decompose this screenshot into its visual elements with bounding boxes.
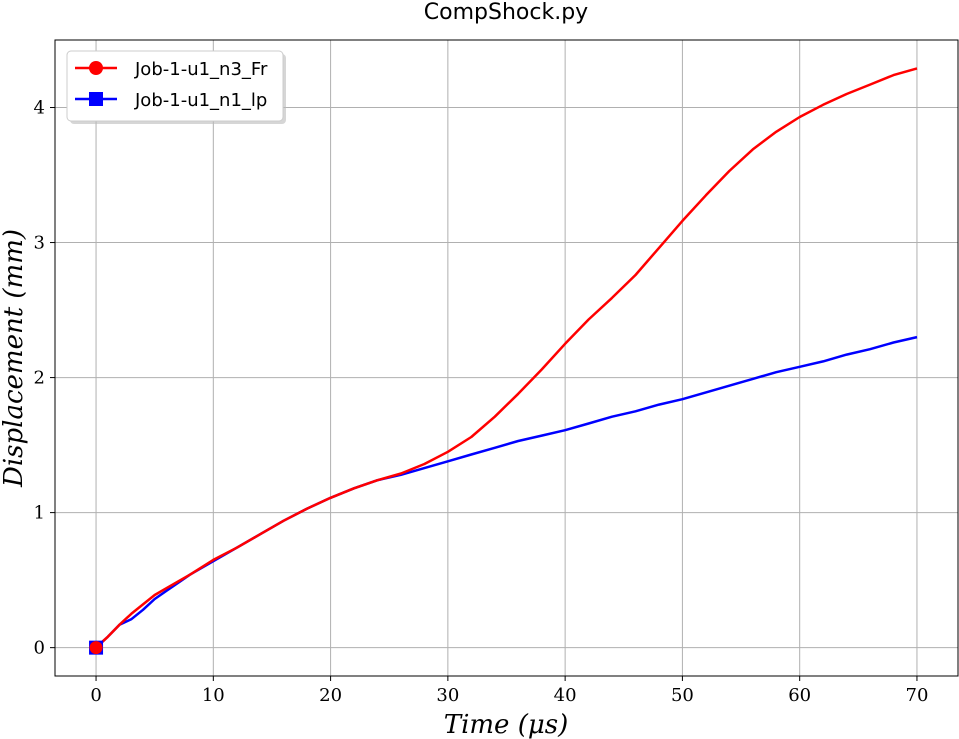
x-tick-label: 60 xyxy=(788,685,811,706)
series-line-2 xyxy=(95,335,918,649)
y-tick-label: 3 xyxy=(34,233,45,254)
legend-marker-square xyxy=(89,92,103,106)
x-tick-label: 40 xyxy=(554,685,577,706)
y-tick-label: 1 xyxy=(34,503,45,524)
series-marker-circle xyxy=(89,641,103,655)
x-tick-label: 50 xyxy=(671,685,694,706)
x-axis-label: Time (μs) xyxy=(444,710,569,739)
y-axis-label: Displacement (mm) xyxy=(0,229,29,488)
legend-box xyxy=(66,50,284,122)
series-lines xyxy=(89,67,918,655)
plot-frame xyxy=(54,39,959,677)
legend-label-series-2: Job-1-u1_n1_lp xyxy=(134,90,267,111)
legend-label-series-1: Job-1-u1_n3_Fr xyxy=(134,59,268,80)
legend-marker-circle xyxy=(89,61,103,75)
x-tick-label: 70 xyxy=(906,685,929,706)
legend: Job-1-u1_n3_Fr Job-1-u1_n1_lp xyxy=(66,50,286,124)
x-tick-label: 10 xyxy=(202,685,225,706)
gridlines xyxy=(55,40,958,676)
y-tick-label: 4 xyxy=(34,98,45,119)
axis-ticks: 0 10 20 30 40 50 60 70 0 1 2 3 4 xyxy=(34,98,929,706)
x-tick-label: 0 xyxy=(90,685,101,706)
y-tick-label: 2 xyxy=(34,368,45,389)
x-tick-label: 30 xyxy=(436,685,459,706)
y-tick-label: 0 xyxy=(34,638,45,659)
x-tick-label: 20 xyxy=(319,685,342,706)
series-line-1 xyxy=(95,67,918,649)
chart-title: CompShock.py xyxy=(424,0,588,25)
